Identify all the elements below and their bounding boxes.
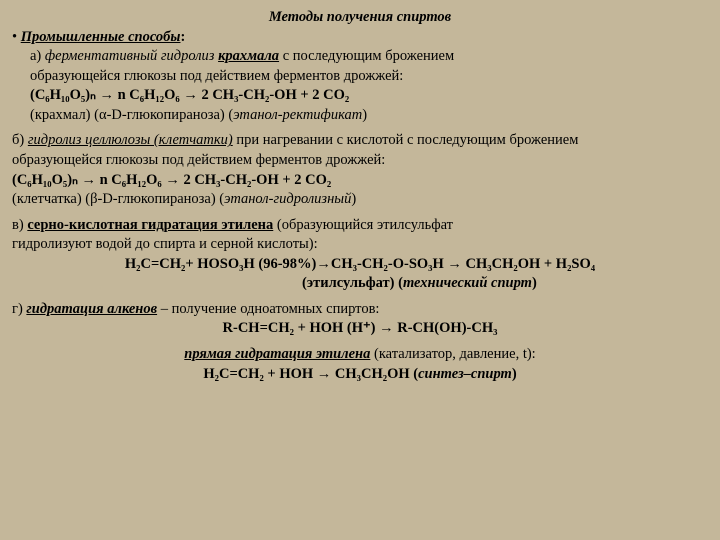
c-line2: гидролизуют водой до спирта и серной кис… [12,235,708,255]
c-note: (этилсульфат) (технический спирт) [12,274,708,294]
page-title: Методы получения спиртов [12,8,708,28]
d-sub-formula: H₂C=CH₂ + HOH → CH₃CH₂OH (синтез–спирт) [12,365,708,385]
a-line1: а) ферментативный гидролиз крахмала с по… [12,47,708,67]
industrial-heading: • Промышленные способы: [12,28,708,48]
section-b: б) гидролиз целлюлозы (клетчатки) при на… [12,131,708,209]
c-label: в) [12,217,27,233]
a-note: (крахмал) (α-D-глюкопираноза) (этанол-ре… [12,106,708,126]
section-a: а) ферментативный гидролиз крахмала с по… [12,47,708,125]
b-note2: этанол-гидролизный [224,191,351,207]
a-text2: с последующим брожением [279,48,454,64]
d-sub-line: прямая гидратация этилена (катализатор, … [12,345,708,365]
d-sub-formula-a: H₂C=CH₂ + HOH → CH₃CH₂OH ( [203,366,418,382]
d-sub-formula-c: ) [512,366,517,382]
a-starch: крахмала [218,48,279,64]
section-d: г) гидратация алкенов – получение одноат… [12,300,708,384]
a-text1: ферментативный гидролиз [45,48,218,64]
a-note1: -D-глюкопираноза) ( [107,107,234,123]
c-text1: (образующийся этилсульфат [273,217,453,233]
c-term: серно-кислотная гидратация этилена [27,217,273,233]
industrial-label: Промышленные способы [21,29,181,45]
c-note2: технический спирт [403,275,532,291]
d-formula: R-CH=CH₂ + HOH (H⁺) → R-CH(OH)-CH₃ [12,319,708,339]
b-label: б) [12,132,28,148]
a-line2: образующейся глюкозы под действием ферме… [12,67,708,87]
d-sub-text: (катализатор, давление, t): [370,346,535,362]
a-formula: (C₆H₁₀O₅)ₙ → n C₆H₁₂O₆ → 2 CH₃-CH₂-OH + … [12,86,708,106]
bullet: • [12,29,21,45]
b-line2: образующейся глюкозы под действием ферме… [12,151,708,171]
d-label: г) [12,301,26,317]
c-line1: в) серно-кислотная гидратация этилена (о… [12,216,708,236]
d-text1: – получение одноатомных спиртов: [157,301,379,317]
colon: : [180,29,185,45]
a-note-close: ) [362,107,367,123]
d-sub-label: прямая гидратация этилена [184,346,370,362]
b-line1: б) гидролиз целлюлозы (клетчатки) при на… [12,131,708,151]
d-line1: г) гидратация алкенов – получение одноат… [12,300,708,320]
b-note-close: ) [351,191,356,207]
c-note1: (этилсульфат) ( [302,275,403,291]
b-note: (клетчатка) (β-D-глюкопираноза) (этанол-… [12,190,708,210]
a-note-mid: α [99,107,107,123]
a-note-open: (крахмал) ( [30,107,99,123]
c-note-close: ) [532,275,537,291]
b-note1: (клетчатка) (β-D-глюкопираноза) ( [12,191,224,207]
d-term: гидратация алкенов [26,301,157,317]
b-formula: (C₆H₁₀O₅)ₙ → n C₆H₁₂O₆ → 2 CH₃-CH₂-OH + … [12,171,708,191]
a-note2: этанол-ректификат [233,107,362,123]
d-sub-formula-b: синтез–спирт [418,366,512,382]
b-text1: при нагревании с кислотой с последующим … [233,132,579,148]
a-label: а) [30,48,45,64]
section-c: в) серно-кислотная гидратация этилена (о… [12,216,708,294]
c-formula: H₂C=CH₂+ HOSO₃H (96-98%)→CH₃-CH₂-O-SO₃H … [12,255,708,275]
b-term: гидролиз целлюлозы (клетчатки) [28,132,233,148]
